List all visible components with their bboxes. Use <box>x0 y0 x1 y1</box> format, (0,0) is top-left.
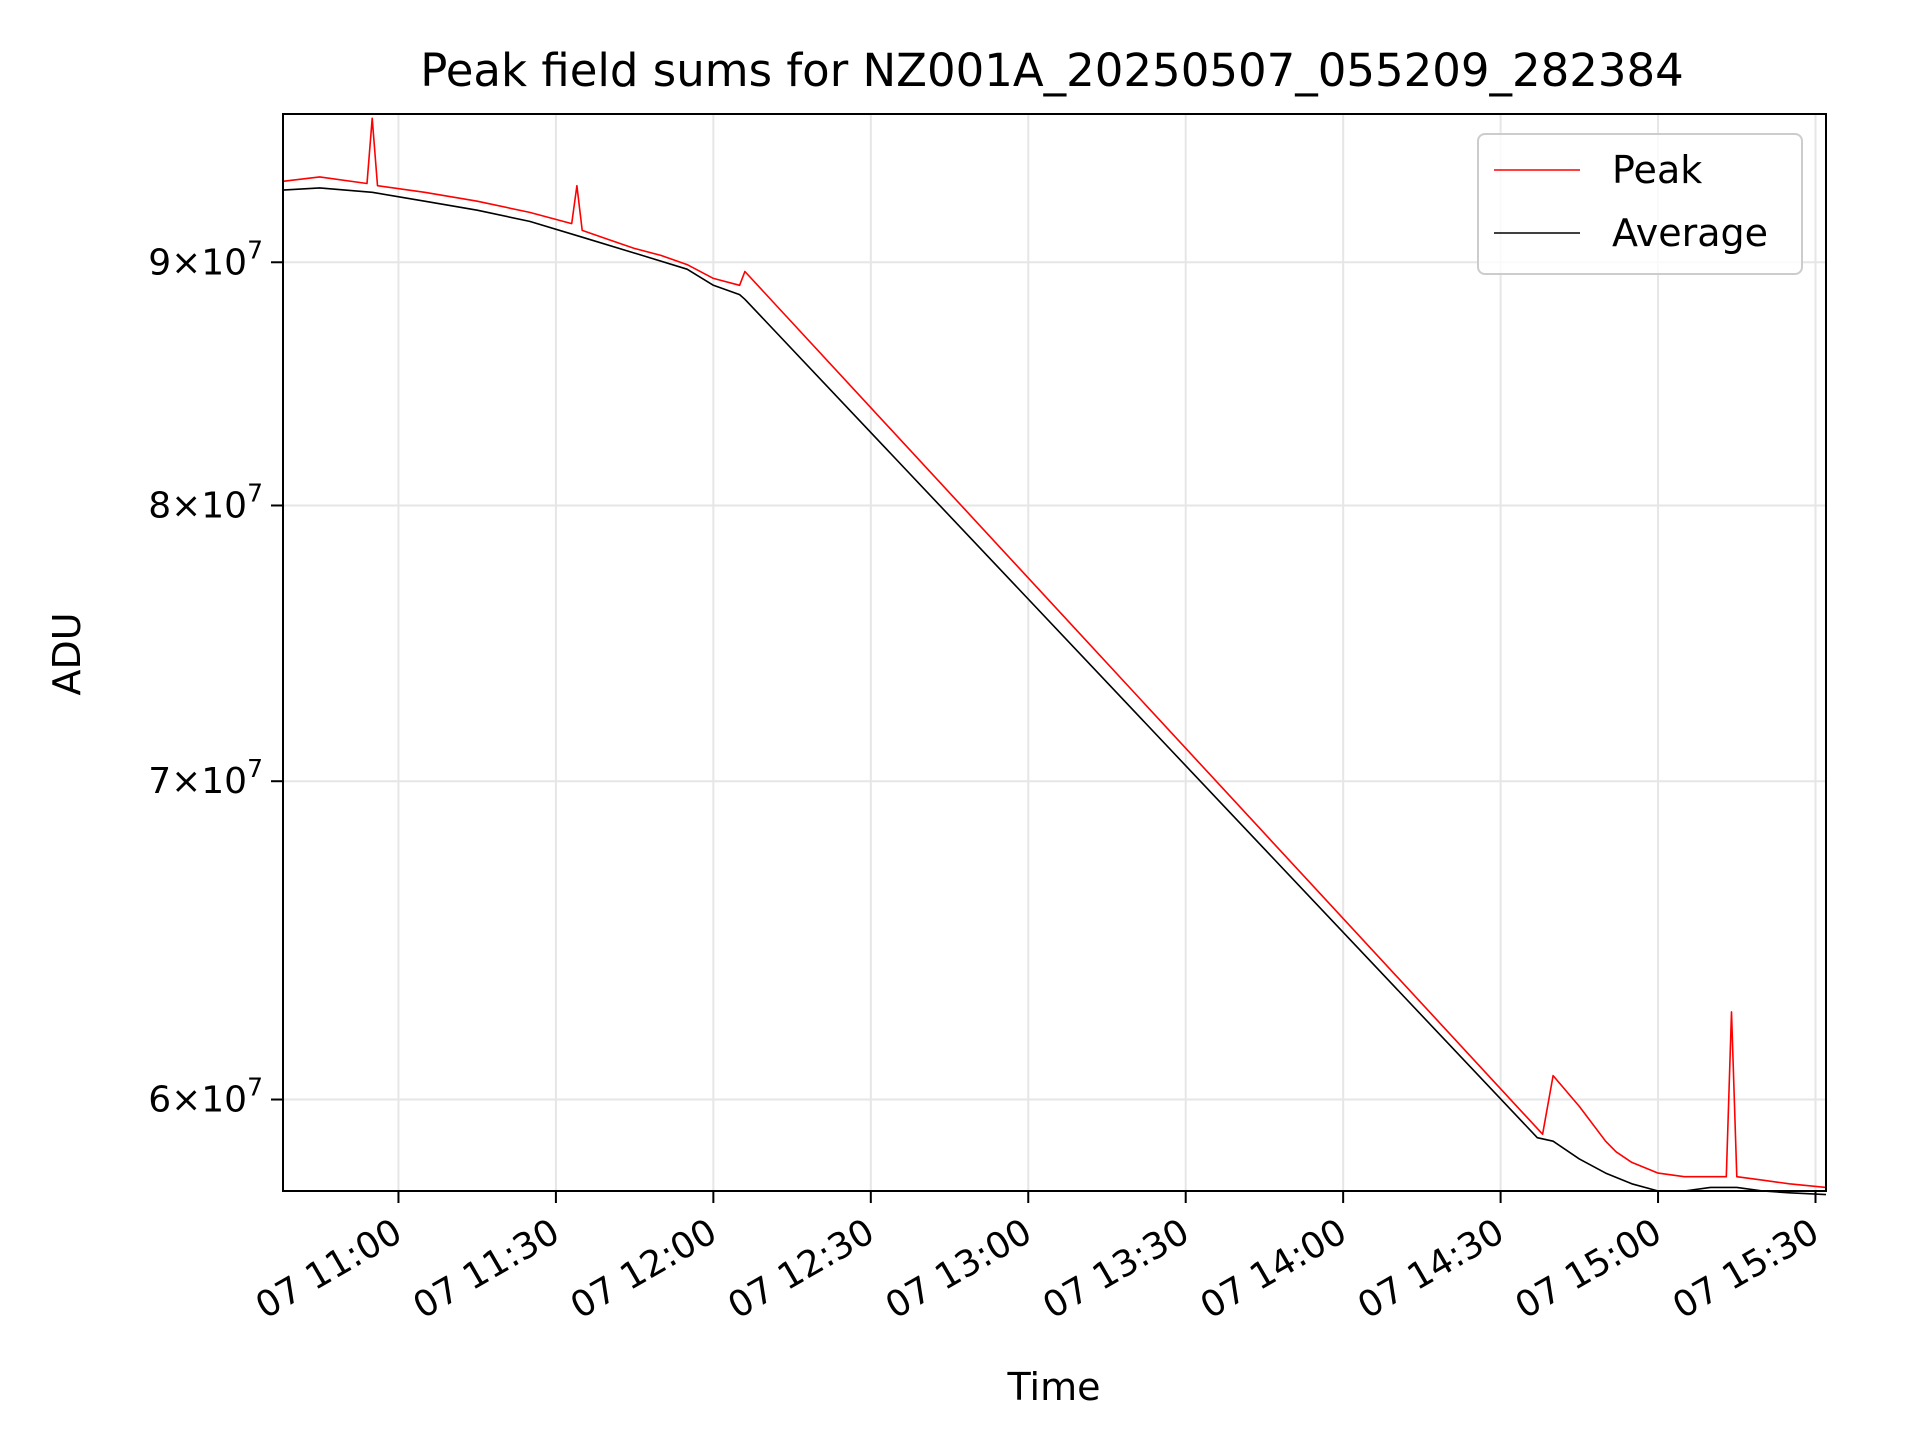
y-tick-label: 6×107 <box>148 1073 263 1121</box>
y-tick-exponent: 7 <box>247 754 263 783</box>
grid <box>283 114 1826 1191</box>
legend: Peak Average <box>1477 133 1803 275</box>
y-tick-mantissa: 7 <box>148 761 171 802</box>
series-line-peak <box>282 117 1827 1189</box>
series-lines <box>282 117 1827 1196</box>
y-tick-mantissa: 8 <box>148 485 171 526</box>
plot-frame <box>282 113 1827 1192</box>
y-tick-exponent: 7 <box>247 235 263 264</box>
x-tick-label: 07 11:30 <box>406 1211 566 1327</box>
legend-box <box>1477 133 1803 275</box>
y-tick-label: 9×107 <box>148 235 263 283</box>
series-line-average <box>282 187 1827 1196</box>
y-tick-label: 7×107 <box>148 754 263 802</box>
x-tick-label: 07 12:00 <box>564 1211 724 1327</box>
y-tick-mantissa: 6 <box>148 1080 171 1121</box>
x-tick-label: 07 13:30 <box>1036 1211 1196 1327</box>
y-tick-label: 8×107 <box>148 478 263 526</box>
y-axis-label: ADU <box>45 612 89 695</box>
x-tick-label: 07 11:00 <box>249 1211 409 1327</box>
legend-label-average: Average <box>1612 211 1768 255</box>
y-tick-mantissa: 9 <box>148 242 171 283</box>
y-tick-exponent: 7 <box>247 478 263 507</box>
y-axis: 6×107 7×107 8×107 9×107 <box>148 235 283 1121</box>
x-tick-label: 07 14:00 <box>1194 1211 1354 1327</box>
x-tick-label: 07 14:30 <box>1351 1211 1511 1327</box>
y-tick-exponent: 7 <box>247 1073 263 1102</box>
x-tick-label: 07 15:00 <box>1509 1211 1669 1327</box>
chart-title: Peak field sums for NZ001A_20250507_0552… <box>420 44 1684 97</box>
x-tick-label: 07 12:30 <box>721 1211 881 1327</box>
legend-label-peak: Peak <box>1612 148 1702 192</box>
x-axis-label: Time <box>1007 1365 1101 1409</box>
x-tick-label: 07 13:00 <box>879 1211 1039 1327</box>
x-tick-label: 07 15:30 <box>1666 1211 1826 1327</box>
